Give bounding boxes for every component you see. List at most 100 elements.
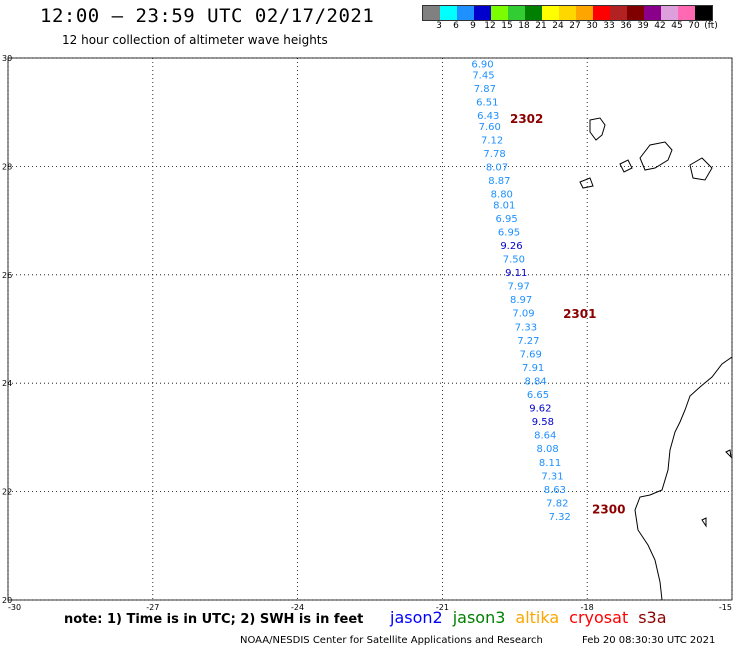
legend-swatch	[661, 6, 678, 20]
legend-tick: 39	[637, 21, 649, 31]
wave-height-value: 8.07	[486, 162, 508, 173]
lat-tick-label: 28	[2, 162, 12, 171]
footer-credit: NOAA/NESDIS Center for Satellite Applica…	[240, 635, 543, 646]
lat-tick-label: 24	[2, 379, 12, 388]
satellite-name: s3a	[638, 608, 667, 627]
wave-height-value: 8.64	[534, 431, 556, 442]
legend-tick: (ft)	[704, 21, 718, 31]
legend-tick-labels: 3 6 9 12 15 18 21 24 27 30 33 36 39 42 45 70 (ft)	[422, 21, 740, 33]
wave-height-value: 7.31	[541, 471, 563, 482]
map-frame	[7, 57, 733, 601]
wave-height-value: 6.90	[471, 59, 493, 70]
coastline	[579, 117, 733, 601]
legend-tick: 3	[436, 21, 442, 31]
legend-tick: 27	[569, 21, 581, 31]
lon-tick-label: -30	[8, 603, 21, 612]
wave-height-value: 9.58	[532, 417, 554, 428]
satellite-name: altika	[515, 608, 560, 627]
legend-tick: 24	[552, 21, 564, 31]
pass-time-label: 2301	[563, 307, 596, 321]
wave-height-value: 7.87	[474, 84, 496, 95]
wave-height-value: 9.11	[505, 268, 527, 279]
footer-timestamp: Feb 20 08:30:30 UTC 2021	[582, 635, 716, 646]
wave-height-value: 7.12	[481, 135, 503, 146]
legend-swatch	[525, 6, 542, 20]
wave-height-value: 9.62	[529, 404, 551, 415]
legend-swatch	[627, 6, 644, 20]
wave-height-value: 8.87	[488, 176, 510, 187]
legend-swatch	[542, 6, 559, 20]
legend-tick: 21	[535, 21, 547, 31]
lat-tick-label: 26	[2, 271, 12, 280]
lon-tick-label: -15	[719, 603, 732, 612]
legend-tick: 9	[470, 21, 476, 31]
satellite-name: cryosat	[569, 608, 629, 627]
lat-tick-label: 20	[2, 596, 12, 605]
legend-tick: 45	[671, 21, 683, 31]
legend-swatch	[559, 6, 576, 20]
wave-height-value: 6.51	[476, 97, 498, 108]
wave-height-value: 9.26	[500, 241, 522, 252]
wave-height-value: 6.43	[477, 111, 499, 122]
wave-height-value: 8.84	[524, 376, 546, 387]
lon-tick-label: -18	[581, 603, 594, 612]
island-1	[589, 117, 606, 141]
island-5	[579, 177, 594, 189]
legend-tick: 36	[620, 21, 632, 31]
wave-height-value: 7.27	[517, 336, 539, 347]
legend-tick: 12	[484, 21, 496, 31]
satellite-legend: jason2 jason3 altika cryosat s3a	[390, 608, 667, 627]
lon-tick-label: -24	[291, 603, 304, 612]
wave-height-value: 8.01	[493, 200, 515, 211]
wave-height-value: 6.65	[527, 390, 549, 401]
legend-swatch	[678, 6, 695, 20]
wave-height-value: 7.97	[508, 282, 530, 293]
lat-lon-grid: 30 28 26 24 22 20-30 -27 -24 -21 -18 -15	[2, 54, 733, 612]
legend-swatch	[576, 6, 593, 20]
altimeter-track: 6.907.45 7.87 6.51 6.437.60 7.12 7.78 8.07 8.87…	[471, 59, 570, 523]
lat-tick-label: 22	[2, 488, 12, 497]
wave-height-value: 7.09	[512, 309, 534, 320]
island-3	[689, 157, 713, 181]
legend-swatch	[644, 6, 661, 20]
island-6	[701, 517, 707, 528]
legend-swatch	[508, 6, 525, 20]
wave-height-value: 8.63	[544, 485, 566, 496]
legend-tick: 6	[453, 21, 459, 31]
wave-height-value: 7.60	[479, 122, 501, 133]
satellite-name: jason2	[390, 608, 443, 627]
africa-coast	[634, 356, 733, 601]
legend-swatch	[423, 6, 440, 20]
wave-height-value: 7.91	[522, 363, 544, 374]
wave-height-value: 7.78	[483, 149, 505, 160]
legend-tick: 30	[586, 21, 598, 31]
legend-swatch	[593, 6, 610, 20]
legend-swatch	[610, 6, 627, 20]
wave-height-value: 7.32	[549, 512, 571, 523]
legend-swatch	[440, 6, 457, 20]
legend-swatch	[491, 6, 508, 20]
island-7	[725, 449, 732, 459]
pass-time-label: 2300	[592, 502, 625, 516]
map-title: 12:00 – 23:59 UTC 02/17/2021	[40, 5, 375, 27]
lat-tick-label: 30	[2, 54, 12, 63]
wave-height-value: 6.95	[498, 227, 520, 238]
wave-height-value: 8.80	[491, 190, 513, 201]
legend-swatch	[695, 6, 712, 20]
wave-height-value: 6.95	[495, 214, 517, 225]
legend-tick: 15	[501, 21, 513, 31]
wave-height-value: 7.69	[520, 349, 542, 360]
wave-height-value: 8.97	[510, 295, 532, 306]
wave-height-value: 8.08	[537, 444, 559, 455]
lon-tick-label: -27	[146, 603, 159, 612]
legend-tick: 33	[603, 21, 615, 31]
wave-height-value: 8.11	[539, 458, 561, 469]
pass-labels: 2302 2301 2300	[510, 112, 625, 516]
legend-tick: 18	[518, 21, 530, 31]
legend-swatch	[457, 6, 474, 20]
footer-note: note: 1) Time is in UTC; 2) SWH is in fe…	[64, 612, 364, 627]
lon-tick-label: -21	[436, 603, 449, 612]
island-4	[619, 159, 633, 173]
legend-tick: 70	[688, 21, 700, 31]
